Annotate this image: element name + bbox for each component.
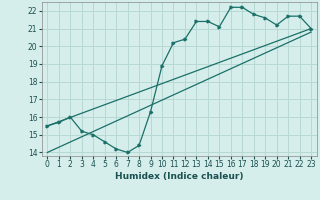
X-axis label: Humidex (Indice chaleur): Humidex (Indice chaleur) — [115, 172, 244, 181]
